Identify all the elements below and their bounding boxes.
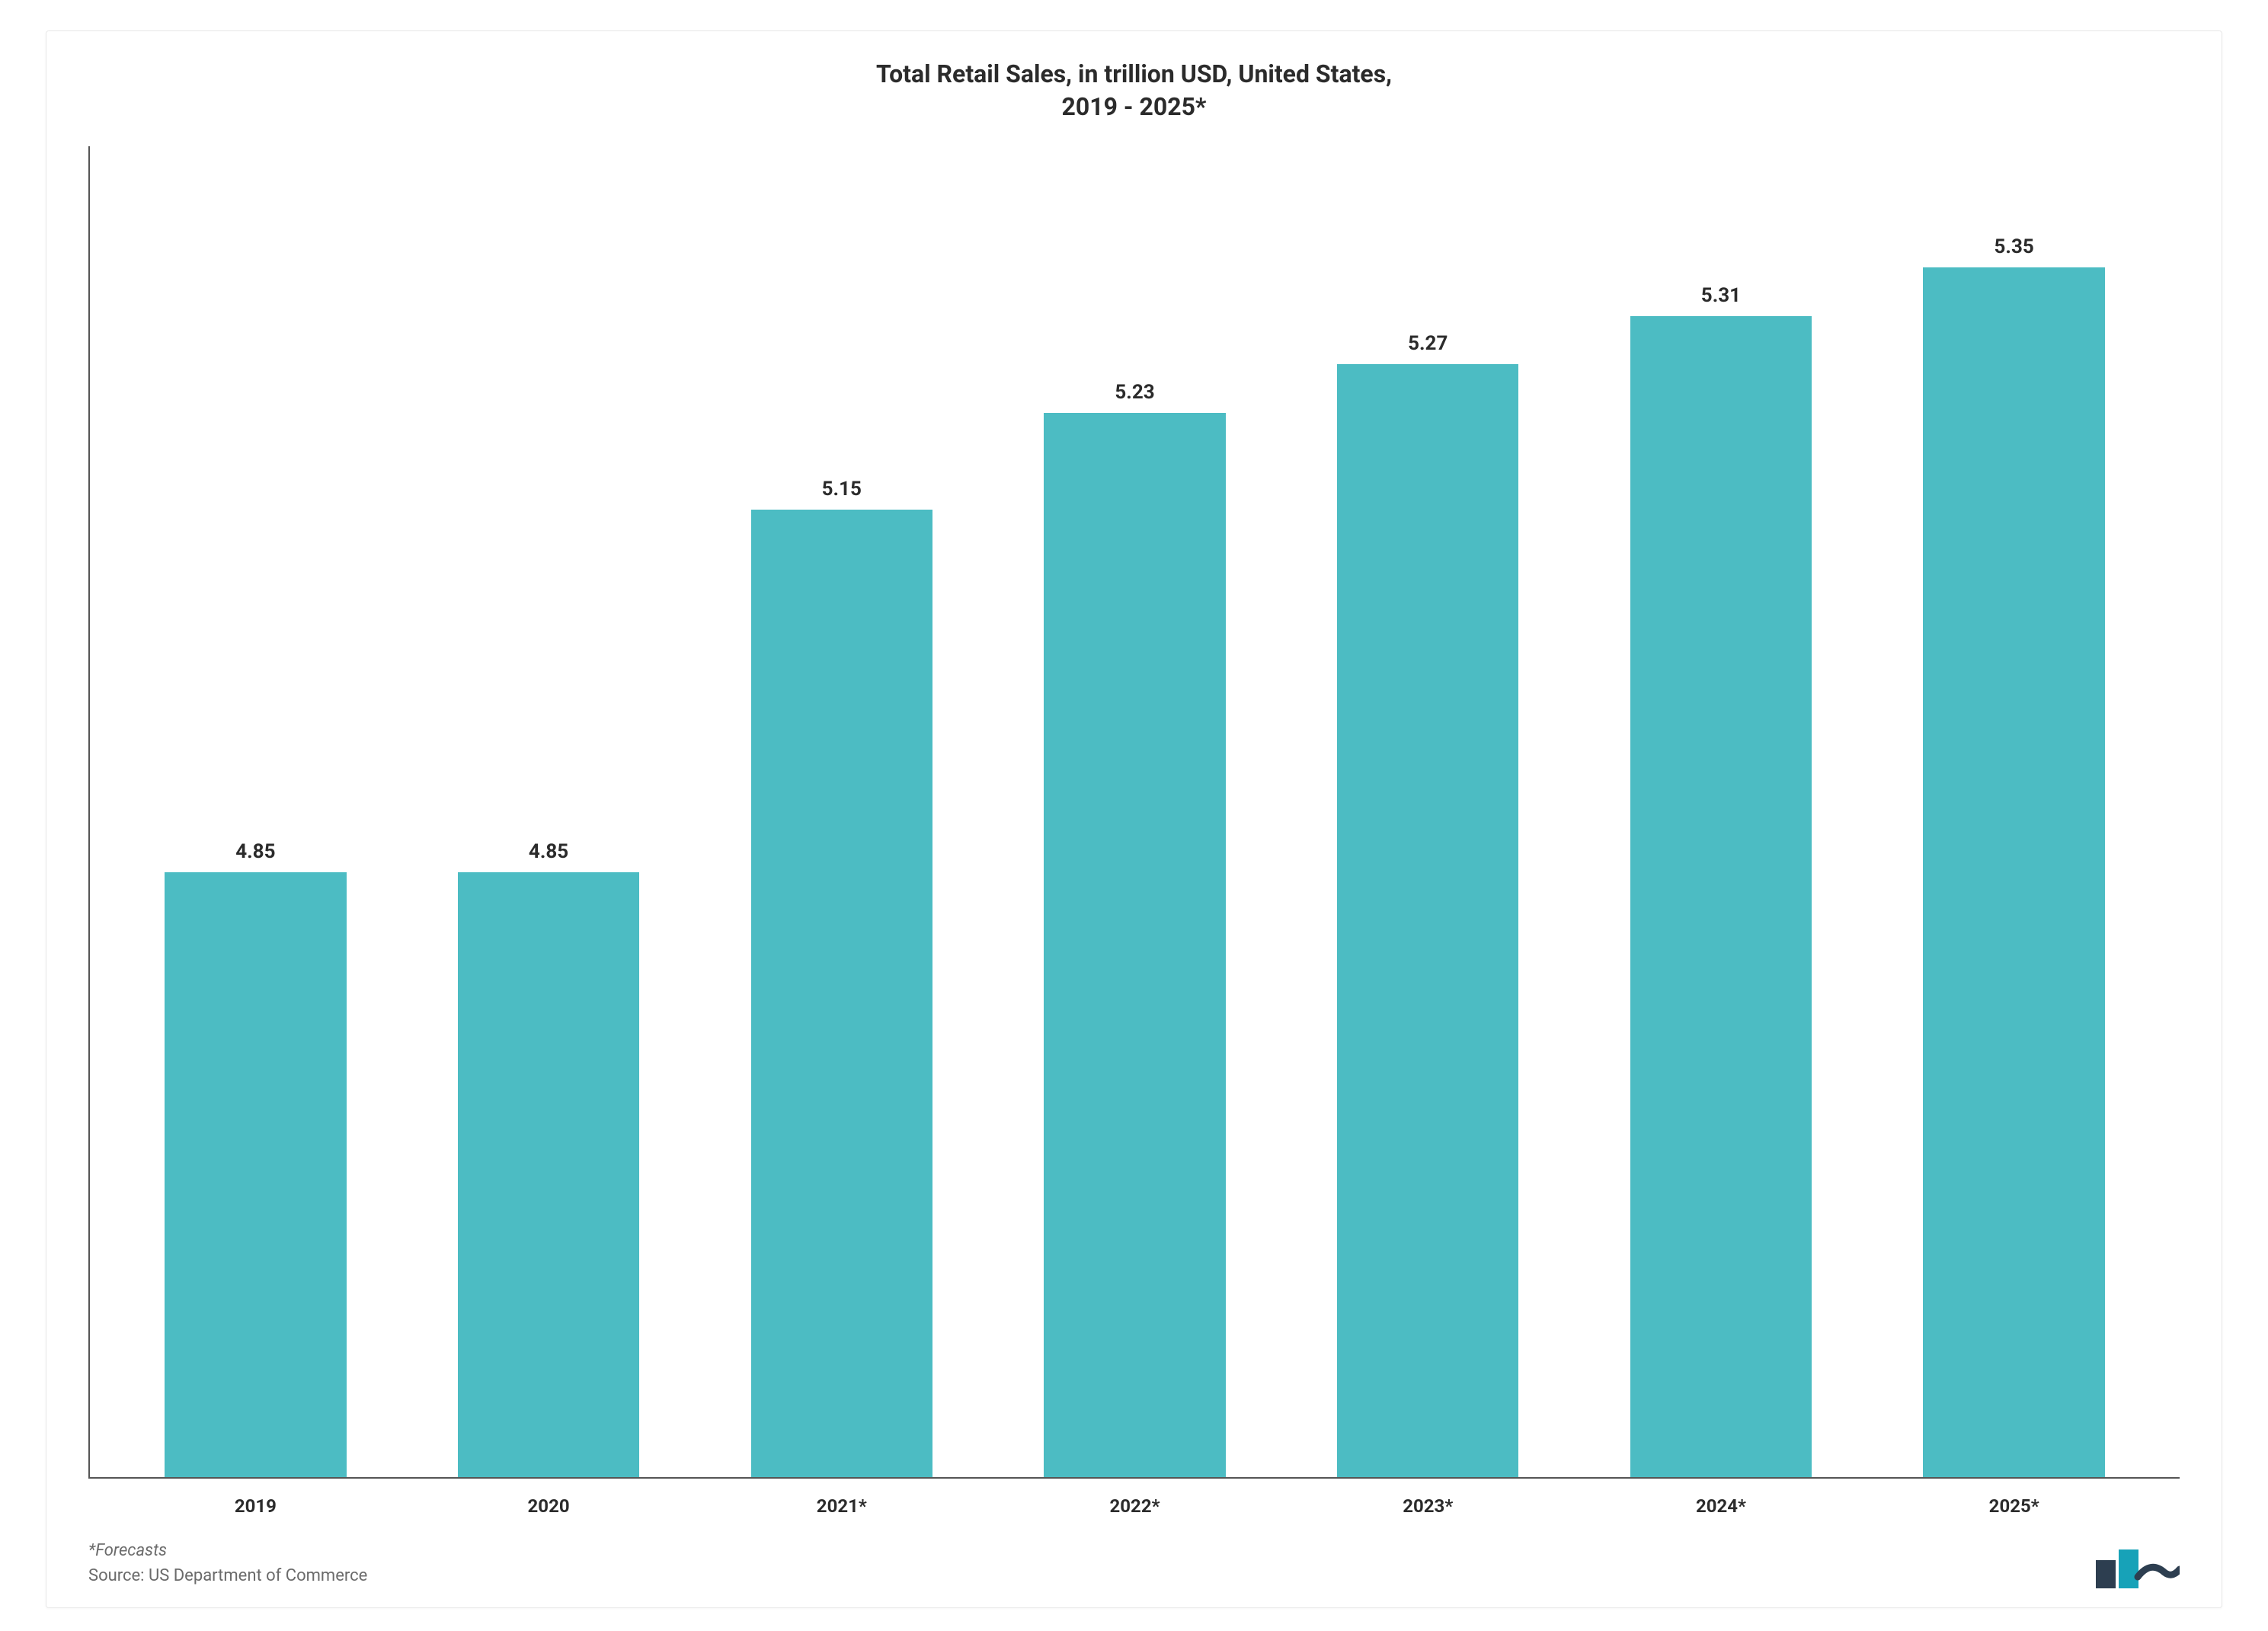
chart-footer: *Forecasts Source: US Department of Comm… bbox=[88, 1538, 2180, 1588]
logo-icon bbox=[2096, 1546, 2180, 1588]
category-label: 2021* bbox=[695, 1495, 988, 1517]
bar-value-label: 4.85 bbox=[235, 840, 275, 863]
chart-container: Total Retail Sales, in trillion USD, Uni… bbox=[46, 30, 2222, 1608]
bar-slot: 5.31 bbox=[1575, 146, 1868, 1477]
bar bbox=[1337, 364, 1519, 1477]
plot-area: 4.854.855.155.235.275.315.35 20192020202… bbox=[88, 146, 2180, 1517]
bar-value-label: 5.15 bbox=[822, 478, 862, 500]
bar bbox=[1630, 316, 1812, 1477]
category-label: 2023* bbox=[1281, 1495, 1575, 1517]
category-label: 2024* bbox=[1575, 1495, 1868, 1517]
bars-row: 4.85 4.85 5.15 5.23 5.27 5.31 5.35 bbox=[88, 146, 2180, 1479]
bar bbox=[458, 872, 640, 1477]
publisher-logo bbox=[2096, 1546, 2180, 1588]
bar bbox=[165, 872, 347, 1477]
chart-title-line1: Total Retail Sales, in trillion USD, Uni… bbox=[876, 59, 1392, 88]
category-labels-row: 201920202021*2022*2023*2024*2025* bbox=[90, 1495, 2180, 1517]
bar-slot: 4.85 bbox=[402, 146, 696, 1477]
bar bbox=[1044, 413, 1226, 1477]
bar bbox=[751, 510, 933, 1477]
bar-value-label: 4.85 bbox=[529, 840, 568, 863]
forecast-footnote: *Forecasts bbox=[88, 1538, 367, 1563]
bar-slot: 5.35 bbox=[1867, 146, 2161, 1477]
category-label: 2025* bbox=[1867, 1495, 2161, 1517]
category-label: 2020 bbox=[402, 1495, 696, 1517]
category-label: 2019 bbox=[109, 1495, 402, 1517]
source-footnote: Source: US Department of Commerce bbox=[88, 1563, 367, 1588]
chart-title-line2: 2019 - 2025* bbox=[1062, 92, 1207, 121]
chart-title: Total Retail Sales, in trillion USD, Uni… bbox=[88, 58, 2180, 123]
bar-slot: 5.15 bbox=[695, 146, 988, 1477]
bar-value-label: 5.23 bbox=[1115, 381, 1154, 404]
bar bbox=[1923, 267, 2105, 1477]
category-label: 2022* bbox=[988, 1495, 1281, 1517]
bar-value-label: 5.31 bbox=[1701, 284, 1741, 307]
bar-slot: 5.23 bbox=[988, 146, 1281, 1477]
bar-slot: 5.27 bbox=[1281, 146, 1575, 1477]
bar-value-label: 5.27 bbox=[1408, 332, 1447, 355]
bar-slot: 4.85 bbox=[109, 146, 402, 1477]
bar-value-label: 5.35 bbox=[1994, 235, 2034, 258]
footnotes: *Forecasts Source: US Department of Comm… bbox=[88, 1538, 367, 1588]
